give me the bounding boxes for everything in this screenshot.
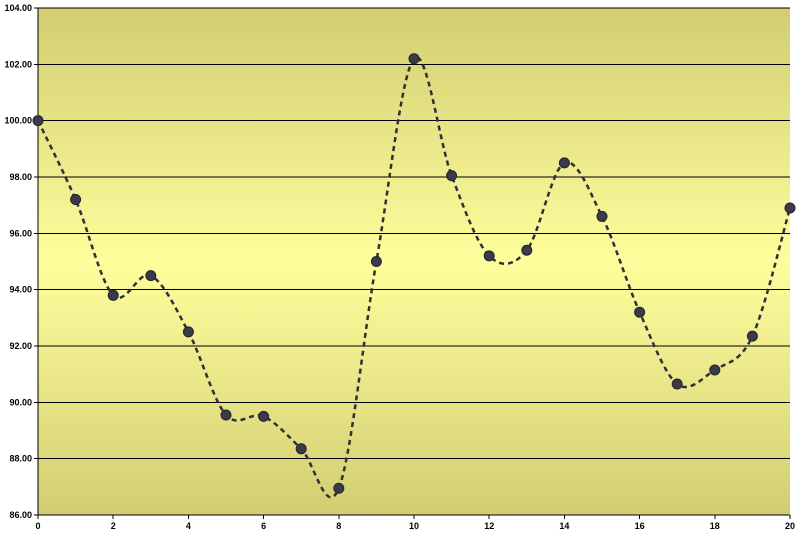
data-point	[784, 202, 796, 214]
x-tick-label: 20	[785, 521, 795, 531]
series-line	[36, 56, 792, 499]
y-tick-label: 102.00	[4, 59, 32, 69]
x-tick-label: 4	[186, 521, 191, 531]
data-point	[70, 194, 82, 206]
data-point	[182, 326, 194, 338]
gridlines	[38, 7, 790, 460]
data-point	[295, 443, 307, 455]
x-axis-tick-labels: 0 2 4 6 8 10 12 14 16 18 20	[35, 521, 795, 531]
y-tick-label: 104.00	[4, 3, 32, 13]
y-tick-label: 88.00	[9, 454, 32, 464]
x-tick-label: 18	[710, 521, 720, 531]
data-point	[220, 409, 232, 421]
data-point	[333, 482, 345, 494]
x-tick-label: 8	[336, 521, 341, 531]
data-point	[634, 306, 646, 318]
data-point	[107, 289, 119, 301]
data-points	[32, 53, 796, 494]
data-point	[446, 170, 458, 182]
y-tick-label: 94.00	[9, 285, 32, 295]
data-point	[558, 157, 570, 169]
data-point	[671, 378, 683, 390]
x-tick-label: 16	[635, 521, 645, 531]
data-point	[408, 53, 420, 65]
data-point	[258, 410, 270, 422]
data-point	[596, 210, 608, 222]
y-tick-label: 86.00	[9, 510, 32, 520]
axes	[34, 7, 791, 519]
y-tick-label: 100.00	[4, 116, 32, 126]
data-point	[32, 115, 44, 127]
y-tick-label: 90.00	[9, 397, 32, 407]
data-point	[521, 244, 533, 256]
data-point	[746, 330, 758, 342]
y-axis-tick-labels: 86.00 88.00 90.00 92.00 94.00 96.00 98.00 100.0…	[4, 3, 32, 520]
data-point	[145, 270, 157, 282]
data-point	[370, 256, 382, 267]
x-tick-label: 10	[409, 521, 419, 531]
x-tick-label: 2	[111, 521, 116, 531]
x-tick-label: 12	[484, 521, 494, 531]
y-tick-label: 92.00	[9, 341, 32, 351]
y-tick-label: 96.00	[9, 228, 32, 238]
data-point	[709, 364, 721, 376]
x-tick-label: 0	[35, 521, 40, 531]
y-tick-label: 98.00	[9, 172, 32, 182]
data-point	[483, 250, 495, 262]
plot-area	[38, 8, 790, 515]
x-tick-label: 6	[261, 521, 266, 531]
x-tick-label: 14	[559, 521, 569, 531]
